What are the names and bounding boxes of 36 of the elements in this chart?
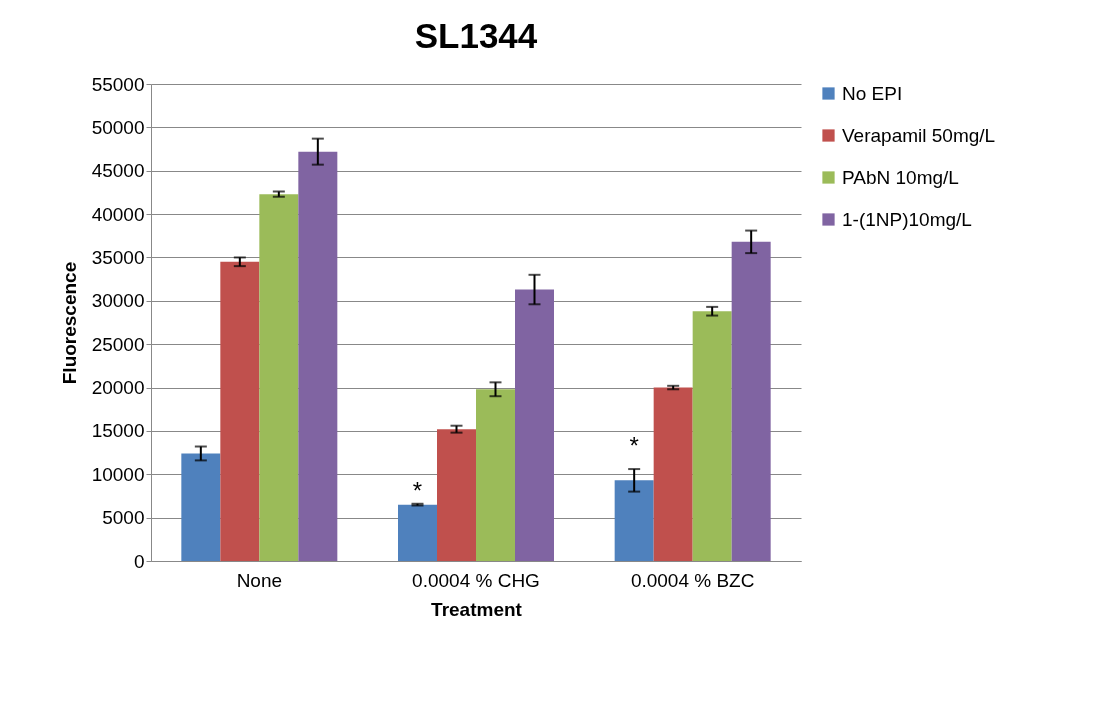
bar [614, 480, 654, 561]
bar [298, 151, 338, 561]
y-tick-label: 0 [133, 550, 145, 572]
legend-label: No EPI [842, 82, 903, 104]
y-tick-label: 5000 [102, 507, 145, 529]
y-tick-label: 25000 [91, 333, 145, 355]
chart-title: SL1344 [414, 16, 538, 55]
bar [398, 504, 437, 561]
x-tick-label: 0.0004 % BZC [630, 569, 755, 591]
legend-label: PAbN 10mg/L [842, 166, 959, 188]
y-tick-label: 10000 [91, 463, 145, 485]
y-tick-label: 45000 [91, 160, 145, 182]
bar [731, 241, 771, 561]
x-tick-label: 0.0004 % CHG [412, 569, 540, 591]
bar [692, 311, 732, 561]
y-tick-label: 35000 [91, 246, 145, 268]
annotation: * [412, 476, 423, 504]
y-tick-label: 15000 [91, 420, 145, 442]
annotation: * [629, 431, 639, 459]
y-axis-title: Fluorescence [58, 261, 80, 385]
bar [476, 389, 515, 561]
bar [181, 453, 221, 561]
y-tick-label: 40000 [91, 203, 145, 225]
x-axis-title: Treatment [431, 598, 523, 620]
legend-label: Verapamil 50mg/L [842, 124, 996, 146]
y-tick-label: 30000 [91, 290, 145, 312]
bar [653, 387, 693, 561]
x-tick-label: None [236, 569, 283, 591]
bar [515, 289, 554, 561]
y-tick-label: 50000 [91, 116, 145, 138]
bar [437, 429, 476, 561]
y-tick-label: 55000 [91, 73, 145, 95]
y-tick-label: 20000 [91, 377, 145, 399]
legend-label: 1-(1NP)10mg/L [842, 208, 972, 230]
bar [220, 261, 260, 561]
bar [259, 194, 299, 561]
